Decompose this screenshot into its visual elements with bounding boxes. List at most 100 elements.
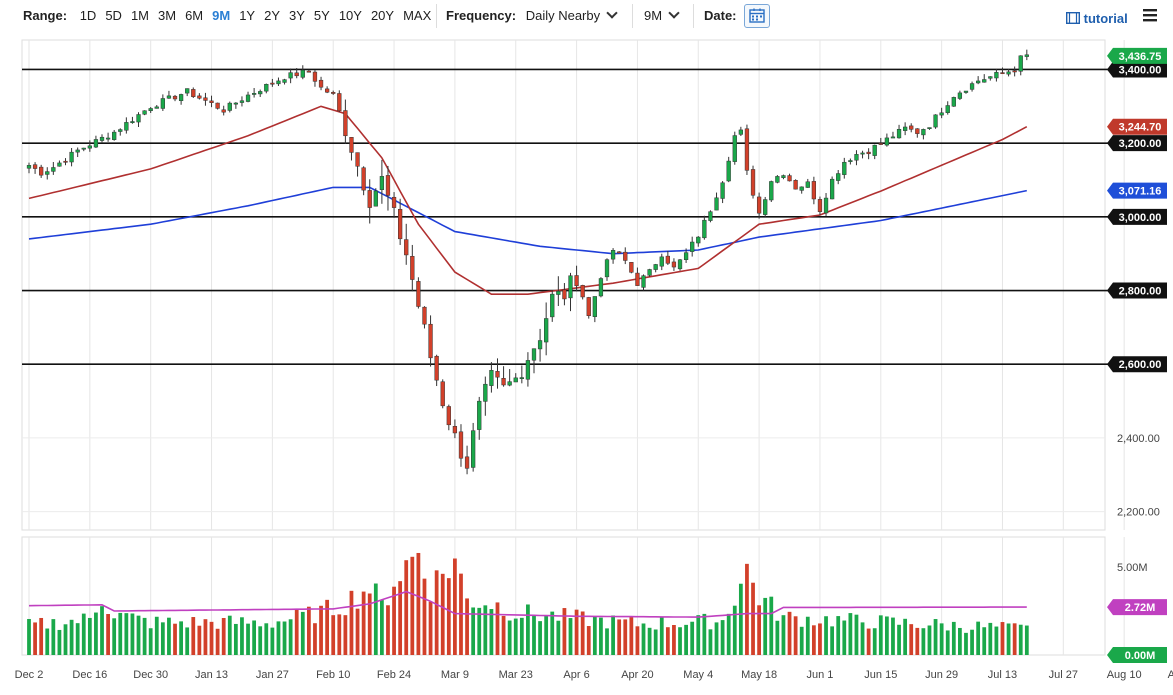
candle-body — [556, 290, 561, 295]
range-button-1y[interactable]: 1Y — [239, 8, 256, 23]
volume-bar — [550, 611, 555, 655]
range-button-2y[interactable]: 2Y — [264, 8, 280, 23]
candle-body — [446, 406, 451, 426]
volume-bar — [775, 620, 780, 655]
volume-bar — [568, 618, 573, 655]
volume-bar — [513, 618, 518, 655]
candle-body — [677, 259, 683, 270]
candle-body — [1018, 55, 1023, 72]
candle-body — [872, 144, 877, 156]
volume-bar — [939, 623, 944, 655]
volume-bar — [592, 616, 597, 655]
volume-bar — [799, 626, 804, 655]
volume-bar — [684, 624, 688, 655]
volume-bar — [921, 628, 926, 655]
candle-body — [1000, 72, 1005, 75]
volume-bar — [1000, 622, 1005, 655]
candle-body — [690, 241, 695, 252]
date-picker-button[interactable] — [744, 4, 770, 28]
volume-bar — [27, 619, 31, 655]
x-tick-label: Jul 27 — [1049, 669, 1078, 681]
volume-bar — [751, 582, 755, 655]
range-button-20y[interactable]: 20Y — [370, 8, 395, 23]
candle-body — [209, 100, 214, 103]
candle-body — [434, 355, 439, 381]
frequency-dropdown[interactable]: Daily Nearby — [526, 7, 618, 23]
candle-body — [404, 239, 409, 256]
volume-bar — [757, 605, 761, 655]
level-tag — [1107, 135, 1167, 152]
candle-body — [39, 166, 44, 176]
x-tick-label: Aug 10 — [1107, 669, 1142, 681]
volume-bar — [246, 623, 250, 655]
candle-body — [312, 71, 318, 82]
volume-bar — [148, 628, 153, 655]
candle-body — [653, 264, 658, 270]
tutorial-link[interactable]: tutorial — [1065, 11, 1128, 26]
range-button-max[interactable]: MAX — [403, 8, 432, 23]
range-button-3y[interactable]: 3Y — [289, 8, 305, 23]
volume-bar — [39, 617, 44, 655]
range-button-6m[interactable]: 6M — [185, 8, 204, 23]
volume-bar — [659, 617, 664, 655]
volume-bar — [112, 618, 117, 655]
volume-bar — [830, 626, 835, 655]
candle-body — [227, 102, 232, 111]
candle-body — [507, 381, 512, 386]
range-button-10y[interactable]: 10Y — [338, 8, 362, 23]
candle-body — [1012, 70, 1017, 73]
volume-bar — [903, 618, 908, 655]
volume-bar — [197, 625, 202, 655]
volume-bar — [373, 583, 378, 655]
volume-bar — [428, 601, 433, 655]
candle-body — [702, 219, 707, 239]
candle-body — [215, 102, 220, 109]
candle-body — [343, 110, 348, 137]
range-button-9m[interactable]: 9M — [212, 8, 231, 23]
range-button-1d[interactable]: 1D — [79, 8, 97, 23]
range-button-3m[interactable]: 3M — [158, 8, 177, 23]
candle-body — [306, 70, 312, 73]
candle-body — [842, 161, 847, 175]
candle-body — [197, 95, 202, 99]
candle-body — [896, 129, 902, 139]
candle-body — [671, 261, 677, 268]
volume-bar — [313, 623, 317, 655]
volume-bar — [477, 607, 482, 655]
volume-bar — [51, 619, 56, 655]
candle-body — [361, 167, 366, 191]
range-button-5y[interactable]: 5Y — [313, 8, 330, 23]
candle-body — [178, 94, 184, 101]
x-tick-label: Feb 24 — [377, 669, 411, 681]
candle-body — [87, 145, 92, 149]
tutorial-label: tutorial — [1083, 11, 1128, 26]
volume-bar — [331, 615, 336, 655]
candle-body — [337, 93, 342, 112]
range-button-5d[interactable]: 5D — [105, 8, 122, 23]
x-tick-label: Aug 24 — [1168, 669, 1173, 681]
period-dropdown[interactable]: 9M — [644, 7, 680, 23]
candle-body — [264, 83, 269, 92]
period-value: 9M — [644, 8, 663, 23]
x-tick-label: May 18 — [741, 669, 777, 681]
volume-bar — [465, 598, 469, 655]
volume-bar — [1024, 625, 1029, 655]
level-tag — [1107, 356, 1167, 373]
volume-bar — [483, 605, 488, 655]
candle-body — [483, 383, 488, 402]
volume-bar — [160, 622, 165, 655]
range-button-1m[interactable]: 1M — [130, 8, 149, 23]
volume-bar — [982, 627, 987, 655]
candle-body — [598, 278, 604, 297]
volume-bar — [288, 619, 293, 655]
volume-bar — [404, 560, 409, 655]
x-tick-label: May 4 — [683, 669, 713, 681]
volume-bar — [361, 591, 366, 655]
candle-body — [969, 83, 975, 90]
hamburger-menu-icon[interactable] — [1143, 8, 1157, 22]
volume-bar — [738, 583, 743, 655]
volume-bar — [1006, 623, 1011, 655]
volume-bar — [824, 616, 828, 655]
volume-bar — [933, 619, 938, 655]
